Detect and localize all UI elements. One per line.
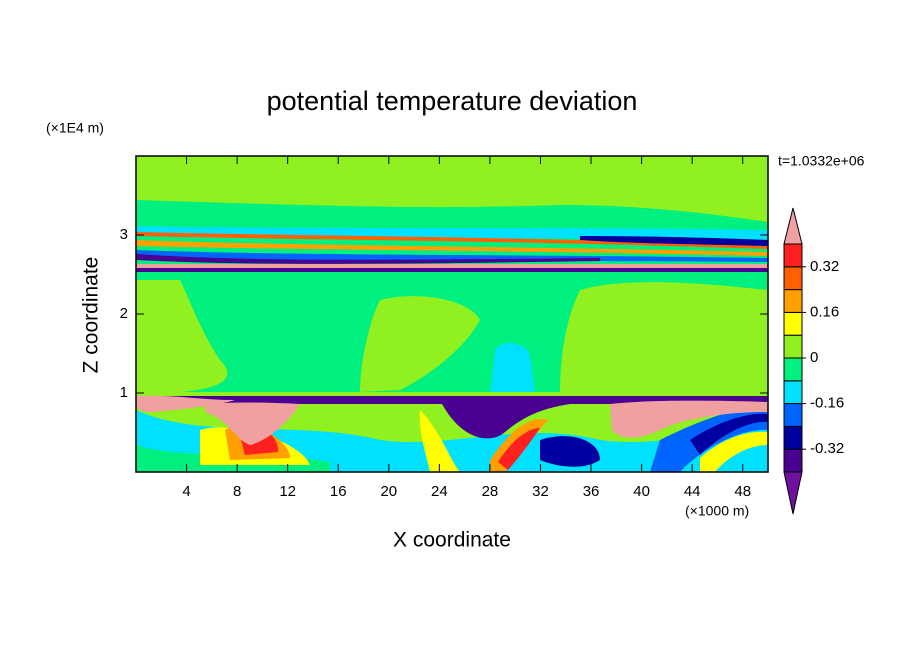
x-tick-label: 8 xyxy=(233,483,241,500)
y-tick-label: 2 xyxy=(120,305,128,322)
contour-region xyxy=(560,282,768,392)
colorbar-extension xyxy=(783,207,803,245)
colorbar-box xyxy=(783,357,803,382)
colorbar: -0.32 -0.16 0 0.16 0.32 xyxy=(783,207,844,515)
x-tick-label: 36 xyxy=(583,483,600,500)
colorbar-box xyxy=(783,243,803,268)
contour-region xyxy=(136,280,228,393)
x-tick-label: 44 xyxy=(684,483,701,500)
colorbar-box xyxy=(783,448,803,473)
contour-region xyxy=(136,200,768,232)
y-tick-label: 3 xyxy=(120,226,128,243)
x-axis-label: X coordinate xyxy=(393,529,511,552)
colorbar-box xyxy=(783,380,803,405)
contour-region xyxy=(136,240,768,256)
colorbar-box xyxy=(783,334,803,359)
x-tick-label: 24 xyxy=(431,483,448,500)
x-tick-label: 16 xyxy=(330,483,347,500)
colorbar-extension xyxy=(783,471,803,515)
y-tick-label: 1 xyxy=(120,384,128,401)
colorbar-box xyxy=(783,311,803,336)
x-tick-label: 4 xyxy=(182,483,190,500)
contour-region xyxy=(540,436,600,467)
contour-region xyxy=(136,264,768,269)
colorbar-box xyxy=(783,266,803,291)
contour-region xyxy=(610,400,768,438)
colorbar-box xyxy=(783,403,803,427)
colorbar-tick-label: -0.16 xyxy=(810,395,844,412)
colorbar-tick-label: 0.16 xyxy=(810,303,839,320)
contour-region xyxy=(360,296,480,392)
chart-title: potential temperature deviation xyxy=(267,86,638,116)
x-tick-label: 12 xyxy=(279,483,296,500)
contour-region xyxy=(498,428,540,470)
x-tick-label: 40 xyxy=(633,483,650,500)
contour-region xyxy=(440,398,590,439)
contour-region xyxy=(136,250,768,262)
contour-region xyxy=(136,395,235,412)
contour-region xyxy=(136,254,600,264)
y-axis-label: Z coordinate xyxy=(80,257,103,374)
contour-region xyxy=(580,236,768,246)
x-unit: (×1000 m) xyxy=(685,503,749,519)
colorbar-box xyxy=(783,289,803,313)
x-tick-label: 32 xyxy=(532,483,549,500)
x-tick-label: 28 xyxy=(482,483,499,500)
x-tick-label: 20 xyxy=(380,483,397,500)
colorbar-tick-label: -0.32 xyxy=(810,440,844,457)
y-unit: (×1E4 m) xyxy=(46,120,104,136)
colorbar-box xyxy=(783,425,803,450)
annotation: t=1.0332e+06 xyxy=(778,153,865,169)
contour-field xyxy=(136,156,768,472)
contour-region xyxy=(136,268,768,272)
contour-region xyxy=(136,396,768,404)
contour-region xyxy=(490,343,535,395)
contour-region xyxy=(700,431,768,472)
contour-region xyxy=(205,402,300,445)
colorbar-tick-label: 0 xyxy=(810,349,818,366)
x-tick-label: 48 xyxy=(734,483,751,500)
contour-region xyxy=(690,413,768,455)
colorbar-tick-label: 0.32 xyxy=(810,258,839,275)
contour-region xyxy=(419,410,460,472)
contour-region xyxy=(136,232,768,249)
